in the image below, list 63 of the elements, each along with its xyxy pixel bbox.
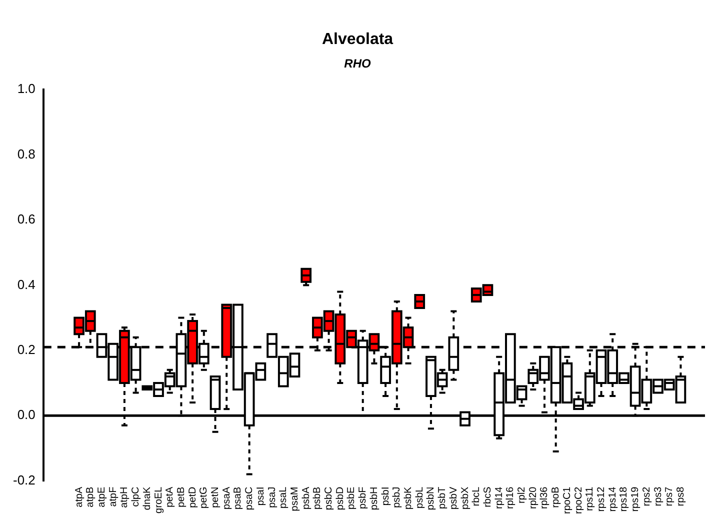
x-tick-label: psaA xyxy=(221,486,232,510)
x-tick-label: atpE xyxy=(96,486,108,508)
x-tick-label: psbV xyxy=(448,486,460,510)
y-tick-label: 0.4 xyxy=(17,276,36,292)
x-tick-label: rpl14 xyxy=(494,486,505,510)
x-tick-label: rpl2 xyxy=(516,486,528,504)
y-tick-label: 1.0 xyxy=(17,81,36,96)
x-tick-label: psbX xyxy=(460,486,471,510)
x-tick-label: rbcS xyxy=(482,486,494,508)
x-tick-label: rbcL xyxy=(471,486,482,506)
x-tick-label: rpl20 xyxy=(528,486,539,510)
y-tick-label: 0.0 xyxy=(17,407,36,422)
y-tick-label: 0.2 xyxy=(17,342,36,357)
x-tick-label: rps14 xyxy=(607,486,618,512)
x-tick-label: groEL xyxy=(153,486,164,514)
x-tick-label: rpoB xyxy=(550,486,562,508)
x-tick-label: rps12 xyxy=(596,486,607,512)
x-tick-label: psaL xyxy=(278,486,290,508)
x-tick-label: petA xyxy=(164,486,176,508)
x-tick-label: dnaK xyxy=(142,486,153,510)
x-tick-label: psbA xyxy=(300,486,312,510)
x-tick-label: rps19 xyxy=(630,486,642,512)
x-tick-label: atpB xyxy=(85,486,96,508)
y-tick-label: 0.8 xyxy=(17,146,36,162)
x-tick-label: rpoC2 xyxy=(573,486,584,514)
x-tick-label: psbK xyxy=(403,486,414,510)
x-tick-label: psaI xyxy=(255,486,266,506)
x-tick-label: psbE xyxy=(346,486,358,510)
y-tick-label: -0.2 xyxy=(12,472,36,488)
x-tick-label: psbJ xyxy=(392,486,403,508)
x-tick-label: psaC xyxy=(244,486,256,510)
x-tick-label: psbN xyxy=(426,486,437,510)
x-tick-label: psbT xyxy=(437,486,448,509)
x-tick-label: rps2 xyxy=(641,486,652,506)
x-tick-label: rps8 xyxy=(675,486,686,506)
x-tick-label: atpA xyxy=(74,486,85,508)
chart-subtitle: RHO xyxy=(344,56,372,71)
x-tick-label: rpoC1 xyxy=(562,486,573,514)
x-tick-label: rpl16 xyxy=(505,486,516,510)
x-tick-label: clpC xyxy=(130,486,142,507)
x-tick-label: rps7 xyxy=(664,486,676,506)
x-tick-label: psbD xyxy=(334,486,346,510)
chart-title: Alveolata xyxy=(322,31,394,48)
x-tick-label: rps11 xyxy=(584,486,596,512)
x-tick-label: psbF xyxy=(358,486,369,509)
x-tick-label: psaB xyxy=(232,486,244,510)
y-tick-label: 0.6 xyxy=(17,212,36,227)
x-tick-label: petG xyxy=(198,486,210,508)
x-tick-label: rpl36 xyxy=(539,486,550,510)
x-tick-label: petN xyxy=(210,486,222,508)
x-tick-label: psbC xyxy=(324,486,335,510)
x-tick-label: psbB xyxy=(312,486,324,510)
x-tick-label: atpH xyxy=(119,486,130,508)
x-tick-label: psbL xyxy=(414,486,426,508)
x-tick-label: psbI xyxy=(380,486,392,506)
x-tick-label: petB xyxy=(176,486,187,508)
x-tick-label: atpF xyxy=(108,486,119,507)
x-tick-label: rps18 xyxy=(618,486,630,512)
x-tick-label: rps3 xyxy=(652,486,664,506)
x-tick-label: petD xyxy=(187,486,198,508)
x-tick-label: psbH xyxy=(368,486,380,510)
x-tick-label: psaJ xyxy=(266,486,278,508)
x-tick-label: psaM xyxy=(289,486,300,512)
